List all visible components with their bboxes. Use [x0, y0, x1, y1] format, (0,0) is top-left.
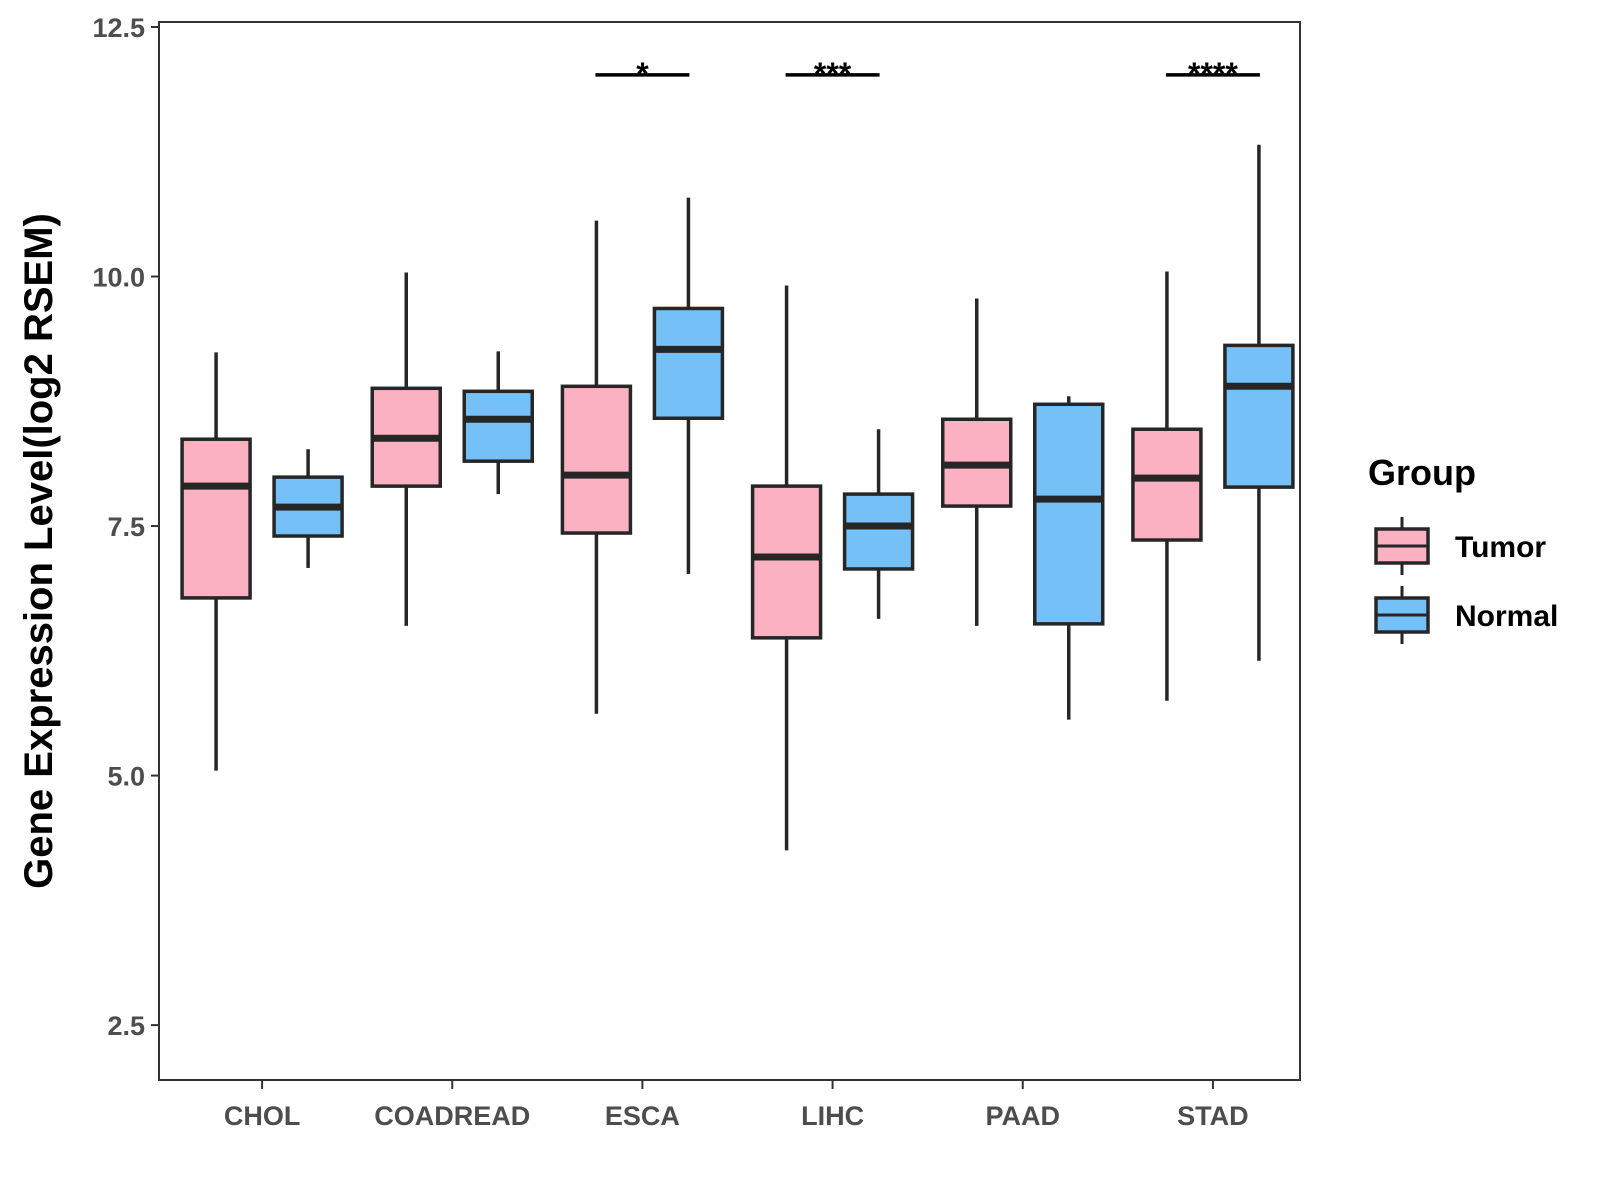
y-tick-label: 7.5	[107, 512, 145, 542]
significance-label: ***	[814, 56, 852, 92]
significance-label: ****	[1188, 56, 1238, 92]
y-tick-label: 10.0	[92, 263, 145, 293]
plot-panel	[158, 21, 1301, 1081]
box-tumor-chol	[180, 437, 252, 600]
x-tick-label: LIHC	[801, 1101, 864, 1131]
box-normal-coadread	[462, 389, 534, 463]
x-tick-label: STAD	[1177, 1101, 1249, 1131]
y-tick-label: 5.0	[107, 762, 145, 792]
significance-label: *	[636, 56, 649, 92]
y-axis-title: Gene Expression Level(log2 RSEM)	[17, 213, 61, 889]
legend-label-tumor: Tumor	[1455, 531, 1546, 564]
y-tick-label: 2.5	[107, 1011, 145, 1041]
box-normal-esca	[652, 306, 725, 421]
y-tick-label: 12.5	[92, 13, 145, 43]
box-tumor-stad	[1131, 427, 1203, 542]
x-tick-label: ESCA	[605, 1101, 680, 1131]
box-normal-paad	[1033, 402, 1105, 626]
box-tumor-esca	[560, 384, 633, 535]
box-normal-lihc	[842, 492, 915, 571]
legend-title: Group	[1368, 452, 1476, 493]
legend-label-normal: Normal	[1455, 600, 1558, 633]
x-tick-label: COADREAD	[374, 1101, 530, 1131]
box-tumor-lihc	[750, 484, 823, 640]
x-tick-label: CHOL	[224, 1101, 301, 1131]
x-tick-label: PAAD	[985, 1101, 1060, 1131]
box-normal-stad	[1223, 343, 1295, 489]
